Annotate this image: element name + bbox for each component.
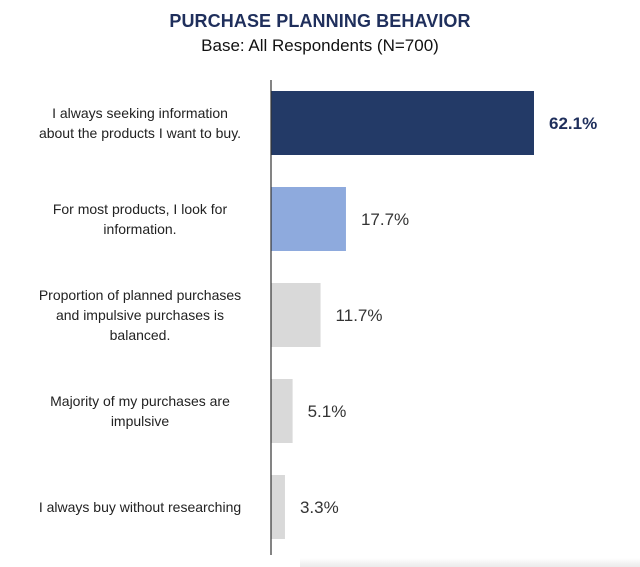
value-label-4: 5.1% (308, 402, 347, 421)
chart-title: PURCHASE PLANNING BEHAVIOR (169, 11, 471, 31)
bottom-shadow (300, 558, 640, 567)
bar-1 (271, 91, 534, 155)
value-label-3: 11.7% (336, 306, 383, 325)
value-label-5: 3.3% (300, 498, 339, 517)
value-label-1: 62.1% (549, 114, 597, 133)
category-label-1: I always seeking information about the pr… (39, 105, 241, 141)
bar-3 (271, 283, 321, 347)
bar-5 (271, 475, 285, 539)
value-label-2: 17.7% (361, 210, 409, 229)
category-label-4: Majority of my purchases are impulsive (50, 393, 230, 429)
bar-4 (271, 379, 293, 443)
category-label-3: Proportion of planned purchases and impul… (39, 287, 241, 343)
chart-subtitle: Base: All Respondents (N=700) (201, 36, 439, 55)
bar-2 (271, 187, 346, 251)
category-label-5: I always buy without researching (39, 499, 241, 515)
category-label-2: For most products, I look for information… (53, 201, 228, 237)
